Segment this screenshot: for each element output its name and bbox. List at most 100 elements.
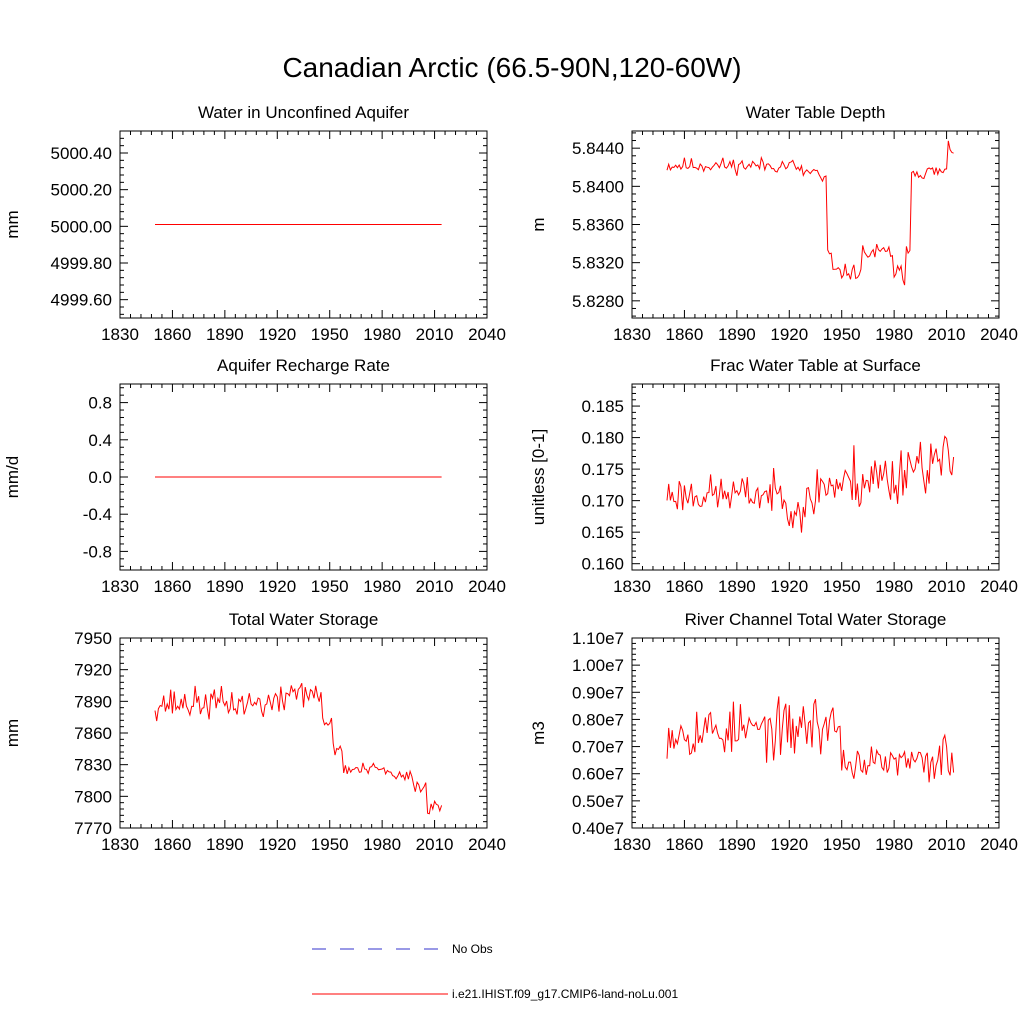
x-tick-label: 1920 [258, 835, 296, 854]
y-tick-label: 0.40e7 [572, 819, 624, 838]
x-tick-label: 1980 [363, 577, 401, 596]
x-tick-label: 1890 [718, 325, 756, 344]
y-tick-label: 0.170 [581, 492, 624, 511]
x-tick-label: 1920 [770, 577, 808, 596]
panel-frac-water-table-surface: Frac Water Table at Surface unitless [0-1… [529, 356, 1018, 596]
x-tick-label: 1920 [770, 835, 808, 854]
y-tick-label: 0.70e7 [572, 738, 624, 757]
y-tick-label: 0.50e7 [572, 792, 624, 811]
y-tick-label: 4999.80 [51, 254, 112, 273]
x-tick-label: 2040 [980, 835, 1018, 854]
y-tick-label: 0.8 [88, 394, 112, 413]
x-tick-label: 1860 [154, 325, 192, 344]
y-tick-label: 5000.40 [51, 144, 112, 163]
panel-title: Water Table Depth [746, 103, 886, 122]
x-tick-label: 1860 [666, 835, 704, 854]
model-series-line [666, 140, 954, 286]
panel-river-channel-storage: River Channel Total Water Storage m3 1830 1… [529, 610, 1018, 854]
x-tick-label: 1950 [311, 325, 349, 344]
y-tick-label: -0.8 [83, 542, 112, 561]
y-tick-label: 5.8360 [572, 216, 624, 235]
y-tick-label: 7860 [74, 724, 112, 743]
y-tick-label: 0.0 [88, 468, 112, 487]
x-tick-label: 1950 [823, 325, 861, 344]
x-tick-label: 2040 [468, 325, 506, 344]
x-tick-label: 2010 [928, 835, 966, 854]
y-tick-label: 0.60e7 [572, 765, 624, 784]
x-tick-label: 2010 [416, 325, 454, 344]
y-tick-label: 5.8400 [572, 177, 624, 196]
x-tick-label: 1830 [613, 835, 651, 854]
y-tick-label: 0.175 [581, 460, 624, 479]
legend-obs-label: No Obs [452, 942, 493, 956]
panel-title: Water in Unconfined Aquifer [198, 103, 409, 122]
x-tick-label: 1980 [875, 577, 913, 596]
x-tick-label: 1950 [823, 835, 861, 854]
panel-title: Aquifer Recharge Rate [217, 356, 390, 375]
y-tick-label: 7800 [74, 787, 112, 806]
x-tick-label: 1950 [311, 835, 349, 854]
y-tick-label: 0.180 [581, 429, 624, 448]
x-tick-label: 1890 [718, 577, 756, 596]
y-axis-label: m3 [529, 721, 548, 745]
x-tick-label: 1920 [258, 577, 296, 596]
x-tick-label: 1980 [363, 325, 401, 344]
x-tick-label: 1980 [875, 325, 913, 344]
x-tick-label: 1860 [666, 325, 704, 344]
x-tick-label: 2010 [416, 577, 454, 596]
x-tick-label: 1920 [770, 325, 808, 344]
plot-frame [119, 130, 488, 319]
y-tick-label: 7950 [74, 629, 112, 648]
y-tick-label: 7890 [74, 692, 112, 711]
x-tick-label: 1860 [154, 577, 192, 596]
model-series-line [666, 696, 955, 783]
panel-title: Frac Water Table at Surface [710, 356, 921, 375]
y-tick-label: 5000.00 [51, 217, 112, 236]
y-tick-label: 5.8320 [572, 254, 624, 273]
y-tick-label: 7920 [74, 661, 112, 680]
y-tick-label: 4999.60 [51, 291, 112, 310]
x-tick-label: 1980 [875, 835, 913, 854]
y-tick-label: 0.160 [581, 555, 624, 574]
x-tick-label: 2040 [980, 325, 1018, 344]
panel-total-water-storage: Total Water Storage mm 1830 1860 1890 1920 195… [3, 610, 506, 854]
y-tick-label: 1.10e7 [572, 629, 624, 648]
panel-title: River Channel Total Water Storage [685, 610, 947, 629]
y-tick-label: 5.8440 [572, 139, 624, 158]
legend [312, 948, 448, 995]
x-tick-label: 2040 [468, 577, 506, 596]
y-tick-label: -0.4 [83, 505, 112, 524]
x-tick-label: 1830 [613, 325, 651, 344]
x-tick-label: 1830 [101, 325, 139, 344]
x-tick-label: 1950 [823, 577, 861, 596]
x-tick-label: 2040 [980, 577, 1018, 596]
figure-title: Canadian Arctic (66.5-90N,120-60W) [282, 52, 742, 83]
x-tick-label: 1890 [718, 835, 756, 854]
y-tick-label: 0.165 [581, 523, 624, 542]
plot-frame [631, 637, 1000, 829]
x-tick-label: 2010 [416, 835, 454, 854]
panel-aquifer-recharge-rate: Aquifer Recharge Rate mm/d 1830 1860 1890 192… [3, 356, 506, 596]
y-axis-label: mm [3, 719, 22, 747]
x-tick-label: 1920 [258, 325, 296, 344]
plot-frame [631, 130, 1000, 319]
y-tick-label: 0.80e7 [572, 710, 624, 729]
x-tick-label: 1890 [206, 577, 244, 596]
y-tick-label: 0.185 [581, 397, 624, 416]
x-tick-label: 1830 [101, 577, 139, 596]
panel-water-table-depth: Water Table Depth m 1830 1860 1890 1920 1950 19… [529, 103, 1018, 344]
x-tick-label: 1980 [363, 835, 401, 854]
y-tick-label: 0.90e7 [572, 683, 624, 702]
x-tick-label: 1860 [154, 835, 192, 854]
y-tick-label: 1.00e7 [572, 656, 624, 675]
plot-frame [119, 637, 488, 829]
plot-frame [631, 383, 1000, 571]
x-tick-label: 1950 [311, 577, 349, 596]
y-axis-label: mm/d [3, 456, 22, 499]
y-tick-label: 0.4 [88, 431, 112, 450]
x-tick-label: 1830 [613, 577, 651, 596]
y-axis-label: mm [3, 210, 22, 238]
y-axis-label: m [529, 217, 548, 231]
model-series-line [666, 435, 955, 533]
